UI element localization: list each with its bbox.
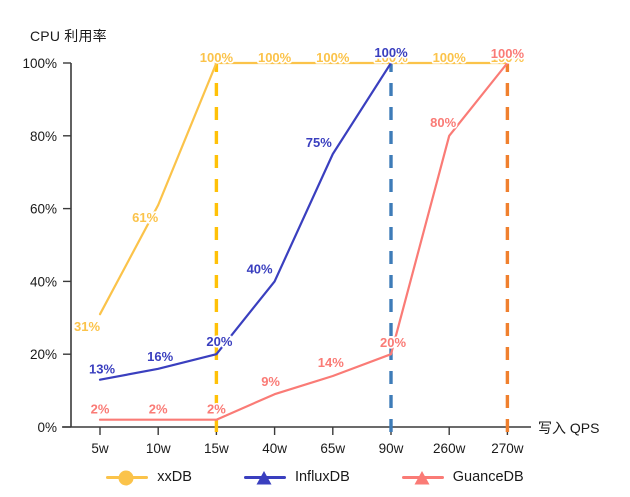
data-label: 2% — [149, 402, 168, 417]
data-label: 14% — [318, 355, 344, 370]
series-line-influxdb — [98, 61, 393, 381]
x-tick-label: 5w — [91, 441, 109, 456]
legend-item-guancedb[interactable]: GuanceDB — [401, 468, 524, 486]
data-label: 13% — [89, 362, 115, 377]
legend-label: InfluxDB — [294, 469, 350, 485]
y-tick-label: 0% — [37, 420, 57, 435]
data-labels-group: 31%61%100% 100% 100% 100% 100% 100%13%16%20%4… — [72, 43, 526, 418]
data-label: 75% — [306, 135, 332, 150]
triangle-marker-icon — [243, 468, 286, 486]
data-label: 100% — [491, 46, 525, 61]
x-tick-label: 40w — [262, 441, 287, 456]
data-label: 16% — [147, 349, 173, 364]
data-label: 100% — [258, 50, 292, 65]
legend-item-xxdb[interactable]: xxDB — [106, 468, 192, 486]
annotation-lines-group — [214, 59, 510, 432]
data-label: 31% — [74, 319, 100, 334]
y-tick-label: 60% — [30, 202, 57, 217]
legend-label: GuanceDB — [452, 469, 524, 485]
data-label: 100% — [374, 45, 408, 60]
data-label: 2% — [207, 402, 226, 417]
axis-lines-group — [62, 63, 531, 428]
x-tick-label: 15w — [204, 441, 229, 456]
triangle-marker-icon — [401, 468, 444, 486]
x-tick-label: 270w — [491, 441, 524, 456]
y-tick-label: 20% — [30, 347, 57, 362]
x-tick-label: 260w — [433, 441, 466, 456]
data-label: 20% — [206, 334, 232, 349]
axis-ticks-group: 0% 20% 40% 60% 80% 100% 5w 10w 15w 40w 65w 90w 260w 2… — [22, 56, 523, 456]
y-tick-label: 80% — [30, 129, 57, 144]
data-label: 9% — [261, 374, 280, 389]
data-label: 20% — [380, 335, 406, 350]
circle-marker-icon — [106, 468, 149, 486]
data-label: 61% — [132, 210, 158, 225]
data-label: 100% — [200, 50, 234, 65]
data-label: 100% — [491, 50, 525, 65]
y-axis-title: CPU 利用率 — [30, 28, 107, 44]
x-tick-label: 65w — [320, 441, 345, 456]
data-label: 100% — [374, 50, 408, 65]
data-label: 2% — [91, 402, 110, 417]
data-label: 80% — [430, 115, 456, 130]
series-line-xxdb — [98, 61, 509, 316]
data-label: 100% — [316, 50, 350, 65]
chart-legend: xxDB InfluxDB GuanceDB — [0, 460, 630, 494]
legend-item-influxdb[interactable]: InfluxDB — [243, 468, 350, 486]
data-label: 100% — [433, 50, 467, 65]
x-tick-label: 90w — [379, 441, 404, 456]
series-line-guancedb — [98, 61, 509, 421]
x-axis-title: 写入 QPS — [538, 420, 600, 436]
y-tick-label: 40% — [30, 274, 57, 289]
y-tick-label: 100% — [22, 56, 57, 71]
legend-label: xxDB — [157, 469, 192, 485]
x-tick-label: 10w — [146, 441, 171, 456]
series-group — [98, 61, 509, 421]
data-label: 40% — [247, 261, 273, 276]
